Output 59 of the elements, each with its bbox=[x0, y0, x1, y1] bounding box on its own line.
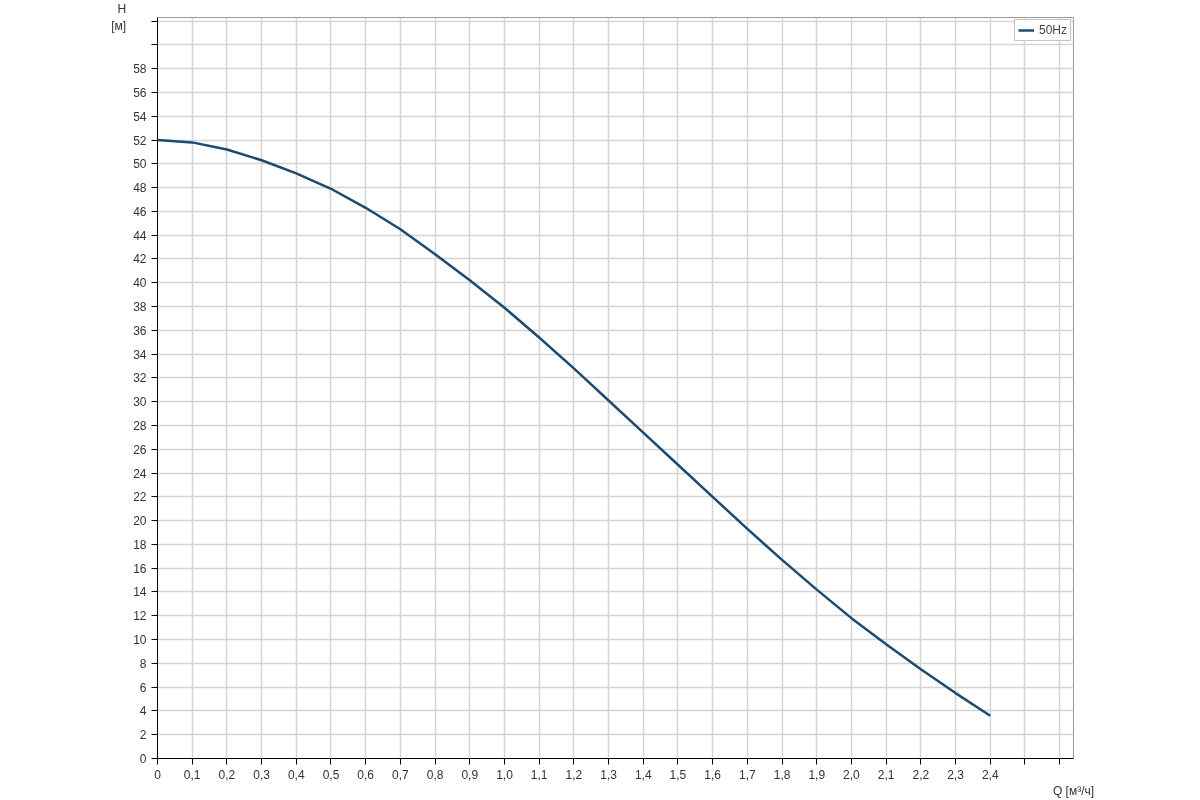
line-series bbox=[157, 138, 992, 717]
x-tick-label: 1,6 bbox=[704, 767, 722, 782]
y-tick-label: 54 bbox=[133, 109, 147, 124]
x-tick-label: 1,0 bbox=[496, 767, 514, 782]
y-tick-label: 56 bbox=[133, 85, 147, 100]
y-tick-label: 48 bbox=[133, 181, 147, 196]
y-tick-label: 52 bbox=[133, 133, 147, 148]
y-tick-label: 0 bbox=[139, 752, 147, 766]
y-tick-label: 16 bbox=[133, 561, 147, 576]
y-tick-label: 24 bbox=[133, 466, 147, 481]
x-tick-label: 0,9 bbox=[461, 767, 479, 782]
y-tick-label: 36 bbox=[133, 323, 147, 338]
x-tick-label: 0,2 bbox=[218, 767, 236, 782]
x-axis-title: Q [м³/ч] bbox=[1052, 783, 1095, 798]
x-tick-label: 1,2 bbox=[565, 767, 583, 782]
x-tick-label: 1,4 bbox=[634, 767, 652, 782]
y-tick-label: 22 bbox=[133, 490, 147, 505]
y-tick-label: 26 bbox=[133, 442, 147, 457]
x-tick-label: 0,8 bbox=[426, 767, 444, 782]
x-tick-label: 2,3 bbox=[947, 767, 965, 782]
y-tick-label: 40 bbox=[133, 276, 147, 291]
y-tick-label: 18 bbox=[133, 537, 147, 552]
y-tick-label: 10 bbox=[133, 633, 147, 648]
legend-label: 50Hz bbox=[1038, 23, 1067, 37]
x-tick-label: 1,3 bbox=[600, 767, 618, 782]
y-tick-label: 6 bbox=[139, 680, 147, 695]
x-tick-label: 0,6 bbox=[357, 767, 375, 782]
y-tick-label: 20 bbox=[133, 514, 147, 529]
y-tick-label: 8 bbox=[139, 656, 147, 671]
x-tick-label: 0 bbox=[154, 767, 162, 782]
x-tick-label: 1,7 bbox=[739, 767, 757, 782]
x-tick-label: 0,3 bbox=[253, 767, 271, 782]
y-tick-label: 50 bbox=[133, 157, 147, 172]
y-tick-label: 38 bbox=[133, 300, 147, 315]
x-tick-label: 1,1 bbox=[530, 767, 548, 782]
x-tick-label: 0,5 bbox=[322, 767, 340, 782]
x-tick-label: 1,5 bbox=[669, 767, 687, 782]
y-tick-label: 32 bbox=[133, 371, 147, 386]
y-tick-label: 46 bbox=[133, 204, 147, 219]
y-tick-label: 12 bbox=[133, 609, 147, 624]
x-tick-label: 1,8 bbox=[773, 767, 791, 782]
y-tick-label: 28 bbox=[133, 418, 147, 433]
y-tick-label: 2 bbox=[139, 728, 147, 743]
x-tick-label: 2,1 bbox=[877, 767, 895, 782]
x-tick-label: 2,0 bbox=[843, 767, 861, 782]
y-tick-label: 4 bbox=[139, 704, 147, 719]
x-tick-label: 1,9 bbox=[808, 767, 826, 782]
y-tick-label: 14 bbox=[133, 585, 147, 600]
x-tick-label: 0,4 bbox=[287, 767, 305, 782]
y-tick-label: 34 bbox=[133, 347, 147, 362]
x-tick-label: 0,1 bbox=[183, 767, 201, 782]
y-tick-label: 58 bbox=[133, 62, 147, 77]
y-tick-label: 44 bbox=[133, 228, 147, 243]
y-axis-title: H [м] bbox=[111, 2, 127, 33]
x-tick-label: 2,4 bbox=[981, 767, 999, 782]
x-tick-label: 0,7 bbox=[392, 767, 410, 782]
y-tick-label: 42 bbox=[133, 252, 147, 267]
y-tick-label: 30 bbox=[133, 395, 147, 410]
x-tick-label: 2,2 bbox=[912, 767, 930, 782]
